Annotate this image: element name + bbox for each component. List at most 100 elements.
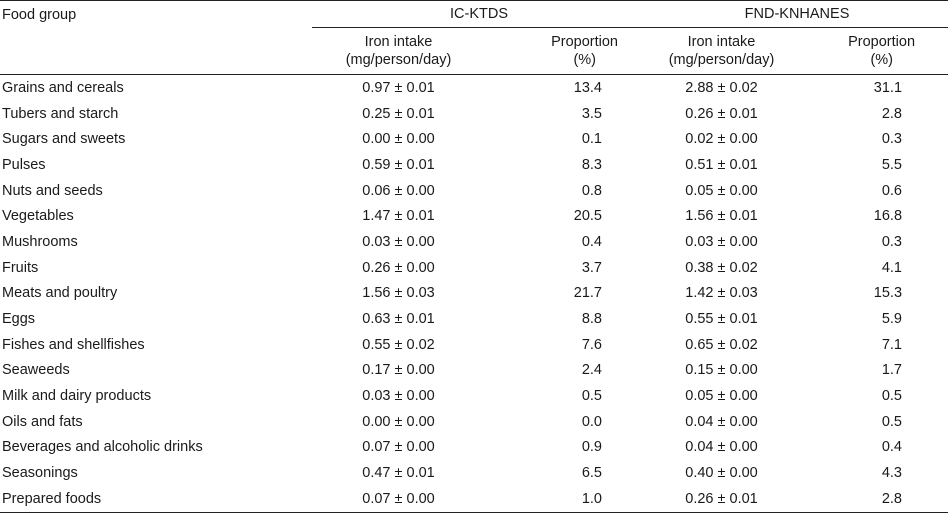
table-row: Nuts and seeds 0.06 ± 0.00 0.8 0.05 ± 0.00 0… — [0, 178, 948, 204]
ic-proportion-cell: 1.0 — [581, 490, 602, 507]
fnd-proportion-cell: 7.1 — [881, 336, 903, 353]
fnd-iron-intake-cell: 0.03 ± 0.00 — [685, 233, 758, 250]
fnd-iron-intake-cell: 0.55 ± 0.01 — [685, 311, 758, 328]
fnd-iron-intake-cell: 1.56 ± 0.01 — [685, 208, 758, 225]
header-fnd-prop-line1: Proportion — [848, 34, 916, 50]
ic-proportion-cell: 3.5 — [581, 105, 602, 122]
fnd-iron-intake-cell: 0.26 ± 0.01 — [685, 490, 758, 507]
food-group-cell: Fruits — [2, 259, 39, 276]
table-row: Seaweeds 0.17 ± 0.00 2.4 0.15 ± 0.00 1.7 — [0, 358, 948, 384]
fnd-proportion-cell: 5.5 — [881, 156, 903, 173]
food-group-cell: Oils and fats — [2, 413, 83, 430]
header-ic-iron-line2: (mg/person/day) — [345, 52, 452, 68]
header-fnd-iron-intake: Iron intake (mg/person/day) — [646, 28, 797, 75]
food-group-cell: Vegetables — [2, 208, 74, 225]
fnd-iron-intake-cell: 0.04 ± 0.00 — [685, 413, 758, 430]
ic-proportion-cell: 0.0 — [581, 413, 602, 430]
header-fnd-prop-line2: (%) — [870, 52, 894, 68]
header-fnd-iron-line1: Iron intake — [687, 34, 756, 50]
table-row: Meats and poultry 1.56 ± 0.03 21.7 1.42 ± 0… — [0, 281, 948, 307]
fnd-iron-intake-cell: 0.05 ± 0.00 — [685, 182, 758, 199]
table-row: Oils and fats 0.00 ± 0.00 0.0 0.04 ± 0.00 0.… — [0, 409, 948, 435]
header-fnd-iron-line2: (mg/person/day) — [668, 52, 775, 68]
food-group-cell: Sugars and sweets — [2, 131, 126, 148]
ic-iron-intake-cell: 0.07 ± 0.00 — [362, 490, 435, 507]
ic-iron-intake-cell: 0.00 ± 0.00 — [362, 413, 435, 430]
table-row: Beverages and alcoholic drinks 0.07 ± 0.0… — [0, 435, 948, 461]
ic-proportion-cell: 20.5 — [573, 208, 602, 225]
table-row: Fishes and shellfishes 0.55 ± 0.02 7.6 0.65… — [0, 332, 948, 358]
ic-proportion-cell: 0.9 — [581, 439, 602, 456]
header-group-fnd-knhanes: FND-KNHANES — [646, 0, 948, 28]
ic-iron-intake-cell: 0.03 ± 0.00 — [362, 388, 435, 405]
table-row: Pulses 0.59 ± 0.01 8.3 0.51 ± 0.01 5.5 — [0, 152, 948, 178]
ic-proportion-cell: 0.1 — [581, 131, 602, 148]
ic-iron-intake-cell: 0.59 ± 0.01 — [362, 156, 435, 173]
ic-iron-intake-cell: 0.25 ± 0.01 — [362, 105, 435, 122]
header-row-columns: Food group Iron intake (mg/person/day) P… — [0, 7, 948, 75]
fnd-proportion-cell: 15.3 — [873, 285, 903, 302]
ic-iron-intake-cell: 0.07 ± 0.00 — [362, 439, 435, 456]
ic-proportion-cell: 13.4 — [573, 79, 602, 96]
table-row: Tubers and starch 0.25 ± 0.01 3.5 0.26 ± 0.… — [0, 101, 948, 127]
fnd-iron-intake-cell: 0.02 ± 0.00 — [685, 131, 758, 148]
header-fnd-proportion: Proportion (%) — [797, 28, 948, 75]
header-ic-proportion: Proportion (%) — [485, 28, 646, 75]
header-ic-prop-line2: (%) — [573, 52, 596, 68]
table-row: Vegetables 1.47 ± 0.01 20.5 1.56 ± 0.01 16.8 — [0, 203, 948, 229]
ic-iron-intake-cell: 0.26 ± 0.00 — [362, 259, 435, 276]
ic-iron-intake-cell: 0.47 ± 0.01 — [362, 465, 435, 482]
ic-proportion-cell: 21.7 — [573, 285, 602, 302]
fnd-iron-intake-cell: 0.38 ± 0.02 — [685, 259, 758, 276]
ic-iron-intake-cell: 0.03 ± 0.00 — [362, 233, 435, 250]
food-group-cell: Tubers and starch — [2, 105, 119, 122]
food-group-cell: Fishes and shellfishes — [2, 336, 145, 353]
fnd-proportion-cell: 0.5 — [881, 413, 903, 430]
food-group-cell: Prepared foods — [2, 490, 102, 507]
fnd-proportion-cell: 0.3 — [881, 233, 903, 250]
table-row: Fruits 0.26 ± 0.00 3.7 0.38 ± 0.02 4.1 — [0, 255, 948, 281]
fnd-iron-intake-cell: 0.05 ± 0.00 — [685, 388, 758, 405]
fnd-proportion-cell: 0.3 — [881, 131, 903, 148]
ic-proportion-cell: 0.4 — [581, 233, 602, 250]
ic-proportion-cell: 3.7 — [581, 259, 602, 276]
ic-iron-intake-cell: 0.06 ± 0.00 — [362, 182, 435, 199]
table-row: Prepared foods 0.07 ± 0.00 1.0 0.26 ± 0.01 2… — [0, 486, 948, 513]
header-food-group-label: Food group — [2, 6, 77, 23]
fnd-iron-intake-cell: 0.40 ± 0.00 — [685, 465, 758, 482]
table-row: Seasonings 0.47 ± 0.01 6.5 0.40 ± 0.00 4.3 — [0, 460, 948, 486]
fnd-proportion-cell: 4.3 — [881, 465, 903, 482]
table-row: Sugars and sweets 0.00 ± 0.00 0.1 0.02 ± 0.… — [0, 126, 948, 152]
ic-iron-intake-cell: 1.56 ± 0.03 — [362, 285, 435, 302]
table-row: Eggs 0.63 ± 0.01 8.8 0.55 ± 0.01 5.9 — [0, 306, 948, 332]
ic-proportion-cell: 8.3 — [581, 156, 602, 173]
header-row-groups: IC-KTDS FND-KNHANES — [0, 0, 948, 28]
header-food-group: Food group — [0, 7, 312, 75]
ic-proportion-cell: 2.4 — [581, 362, 602, 379]
fnd-iron-intake-cell: 0.51 ± 0.01 — [685, 156, 758, 173]
fnd-iron-intake-cell: 1.42 ± 0.03 — [685, 285, 758, 302]
ic-iron-intake-cell: 0.00 ± 0.00 — [362, 131, 435, 148]
ic-proportion-cell: 0.5 — [581, 388, 602, 405]
food-group-cell: Mushrooms — [2, 233, 78, 250]
fnd-iron-intake-cell: 0.04 ± 0.00 — [685, 439, 758, 456]
fnd-iron-intake-cell: 0.15 ± 0.00 — [685, 362, 758, 379]
ic-iron-intake-cell: 0.63 ± 0.01 — [362, 311, 435, 328]
ic-proportion-cell: 7.6 — [581, 336, 602, 353]
fnd-proportion-cell: 0.6 — [881, 182, 903, 199]
fnd-proportion-cell: 5.9 — [881, 311, 903, 328]
table-body: Grains and cereals 0.97 ± 0.01 13.4 2.88 ± … — [0, 75, 948, 513]
ic-proportion-cell: 6.5 — [581, 465, 602, 482]
fnd-proportion-cell: 1.7 — [881, 362, 903, 379]
ic-proportion-cell: 0.8 — [581, 182, 602, 199]
fnd-iron-intake-cell: 2.88 ± 0.02 — [685, 79, 758, 96]
ic-iron-intake-cell: 1.47 ± 0.01 — [362, 208, 435, 225]
header-ic-prop-line1: Proportion — [551, 34, 618, 50]
ic-iron-intake-cell: 0.97 ± 0.01 — [362, 79, 435, 96]
fnd-proportion-cell: 2.8 — [881, 105, 903, 122]
table-row: Mushrooms 0.03 ± 0.00 0.4 0.03 ± 0.00 0.3 — [0, 229, 948, 255]
table-row: Grains and cereals 0.97 ± 0.01 13.4 2.88 ± … — [0, 75, 948, 101]
food-group-cell: Meats and poultry — [2, 285, 118, 302]
fnd-proportion-cell: 31.1 — [873, 79, 903, 96]
